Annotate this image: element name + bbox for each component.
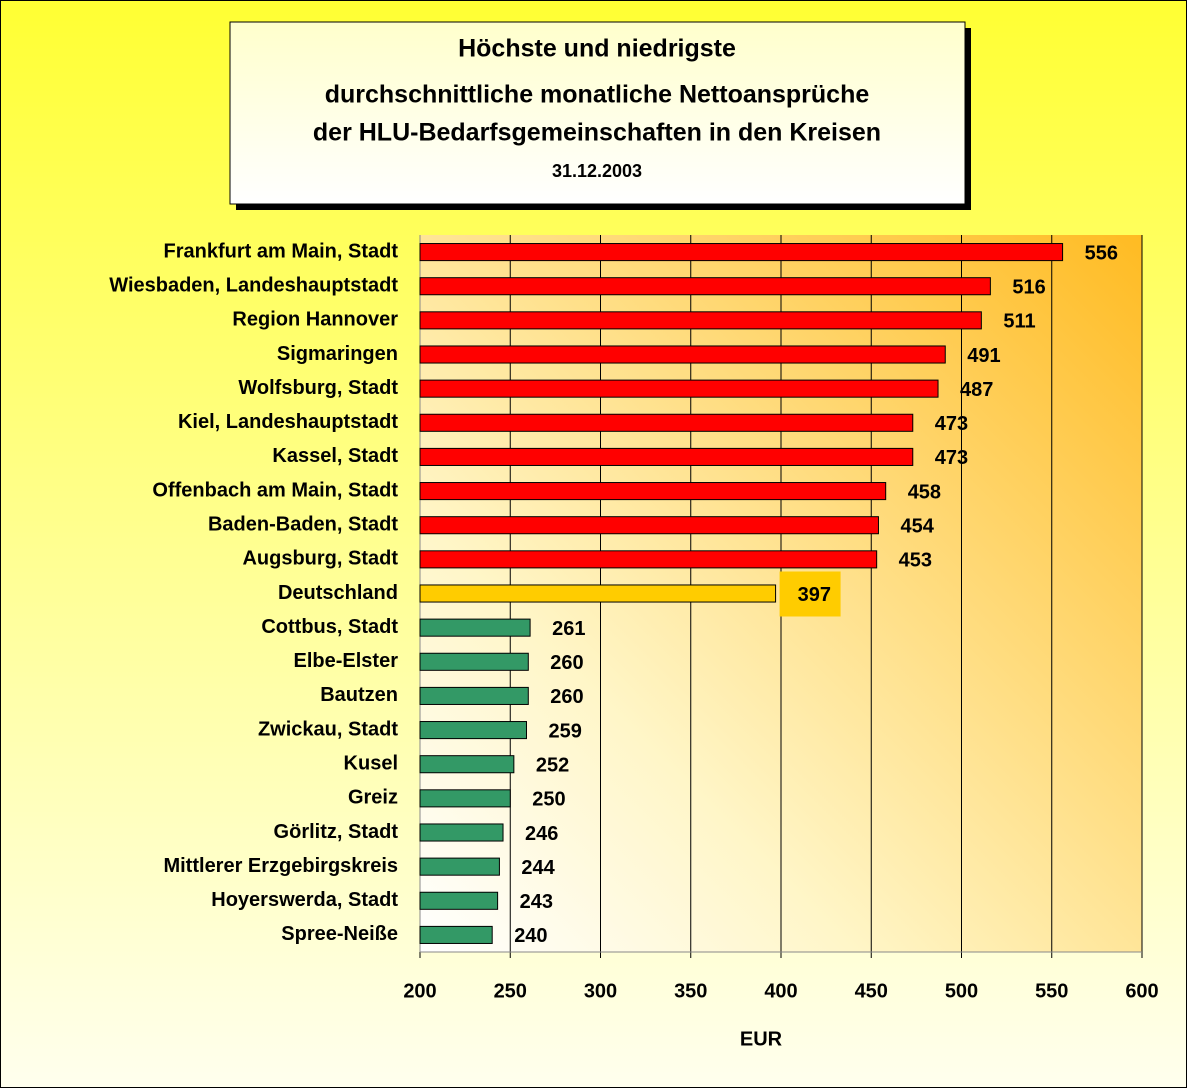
data-label: 252 <box>536 754 569 776</box>
chart-title: der HLU-Bedarfsgemeinschaften in den Kre… <box>313 119 881 147</box>
data-label: 260 <box>550 686 583 708</box>
y-tick-label: Region Hannover <box>232 309 398 331</box>
data-label: 250 <box>532 789 565 811</box>
x-axis-label: EUR <box>740 1028 783 1050</box>
x-tick-label: 600 <box>1125 980 1158 1002</box>
bar <box>419 652 529 671</box>
x-tick-label: 450 <box>855 980 888 1002</box>
data-label: 511 <box>1003 311 1035 333</box>
x-tick-label: 550 <box>1035 980 1068 1002</box>
y-tick-label: Deutschland <box>278 582 398 604</box>
data-label: 491 <box>967 345 1000 367</box>
y-tick-label: Hoyerswerda, Stadt <box>211 889 398 911</box>
y-tick-label: Wiesbaden, Landeshauptstadt <box>109 274 398 296</box>
bar <box>419 482 887 501</box>
bar <box>419 379 939 398</box>
bar <box>419 857 500 876</box>
data-label: 453 <box>899 550 932 572</box>
bar <box>419 686 529 705</box>
y-tick-label: Elbe-Elster <box>294 650 399 672</box>
bar <box>419 755 515 774</box>
bar <box>419 311 982 330</box>
y-tick-label: Frankfurt am Main, Stadt <box>164 240 399 262</box>
bar <box>419 413 914 432</box>
chart-title: Höchste und niedrigste <box>458 35 736 63</box>
y-tick-label: Baden-Baden, Stadt <box>208 513 398 535</box>
bar <box>419 925 493 944</box>
x-tick-label: 200 <box>403 980 436 1002</box>
y-tick-label: Kassel, Stadt <box>272 445 398 467</box>
y-tick-label: Zwickau, Stadt <box>258 718 398 740</box>
data-label: 556 <box>1085 242 1118 264</box>
data-label: 259 <box>548 720 581 742</box>
y-tick-label: Augsburg, Stadt <box>242 548 398 570</box>
bar <box>419 823 504 842</box>
data-label: 473 <box>935 413 968 435</box>
bar <box>419 891 499 910</box>
x-tick-label: 250 <box>494 980 527 1002</box>
y-tick-label: Mittlerer Erzgebirgskreis <box>163 855 398 877</box>
data-label: 243 <box>520 891 553 913</box>
bar <box>419 345 946 364</box>
y-tick-label: Görlitz, Stadt <box>274 821 399 843</box>
x-tick-label: 500 <box>945 980 978 1002</box>
y-tick-label: Bautzen <box>320 684 398 706</box>
data-label: 240 <box>514 925 547 947</box>
data-label: 516 <box>1012 276 1045 298</box>
data-label: 473 <box>935 447 968 469</box>
y-tick-label: Wolfsburg, Stadt <box>238 377 398 399</box>
y-tick-label: Cottbus, Stadt <box>261 616 398 638</box>
data-label-box <box>779 571 841 617</box>
data-label: 458 <box>908 481 941 503</box>
y-tick-label: Kiel, Landeshauptstadt <box>178 411 398 433</box>
y-tick-label: Offenbach am Main, Stadt <box>152 479 398 501</box>
y-tick-label: Spree-Neiße <box>281 923 398 945</box>
bar <box>419 618 531 637</box>
chart-title: durchschnittliche monatliche Nettoansprü… <box>325 81 870 109</box>
bar <box>419 584 777 603</box>
data-label: 246 <box>525 823 558 845</box>
data-label: 487 <box>960 379 993 401</box>
y-tick-label: Sigmaringen <box>277 343 398 365</box>
data-label: 261 <box>552 618 585 640</box>
x-tick-label: 350 <box>674 980 707 1002</box>
bar <box>419 789 511 808</box>
bar <box>419 516 879 535</box>
y-tick-label: Greiz <box>348 787 398 809</box>
y-tick-label: Kusel <box>344 752 398 774</box>
bar <box>419 277 991 296</box>
x-tick-label: 300 <box>584 980 617 1002</box>
bar <box>419 550 878 569</box>
data-label: 397 <box>798 584 831 606</box>
data-label: 260 <box>550 652 583 674</box>
data-label: 454 <box>900 515 934 537</box>
chart-subtitle: 31.12.2003 <box>552 161 642 181</box>
bar <box>419 447 914 466</box>
x-tick-label: 400 <box>764 980 797 1002</box>
title-box <box>229 21 966 205</box>
bar <box>419 243 1064 262</box>
bar <box>419 721 527 740</box>
data-label: 244 <box>521 857 555 879</box>
